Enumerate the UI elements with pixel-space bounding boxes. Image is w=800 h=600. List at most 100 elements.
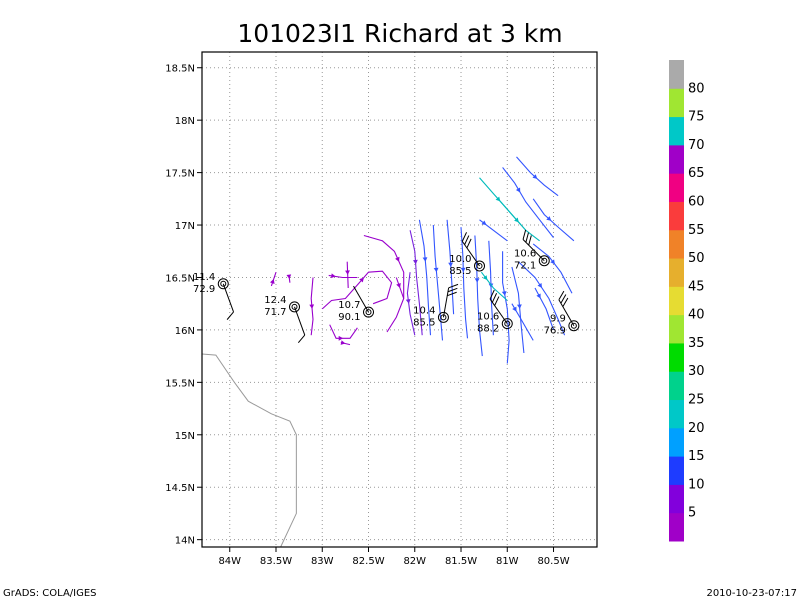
y-tick-label: 18N xyxy=(175,116,195,127)
y-tick-label: 14.5N xyxy=(165,483,195,494)
colorbar-label: 55 xyxy=(688,223,705,238)
streamline xyxy=(532,243,573,294)
streamline-arrowhead xyxy=(550,259,555,265)
streamline-arrowhead xyxy=(345,270,350,275)
streamline xyxy=(321,270,393,310)
streamline-arrowhead xyxy=(460,267,466,273)
y-tick-label: 18.5N xyxy=(165,64,195,75)
colorbar-label: 40 xyxy=(688,308,705,323)
streamline-arrowhead xyxy=(512,306,517,312)
streamline xyxy=(446,219,455,315)
wind-barb xyxy=(297,334,306,344)
colorbar: 5 10 15 20 25 30 35 40 45 50 55 60 65 70 75 80 xyxy=(669,60,705,542)
colorbar-swatch xyxy=(669,258,684,287)
colorbar-swatch xyxy=(669,116,684,146)
streamline xyxy=(406,272,416,336)
x-tick-label: 80.5W xyxy=(537,556,569,567)
coastline-line xyxy=(201,353,297,548)
colorbar-swatch xyxy=(669,314,684,344)
colorbar-swatch xyxy=(669,512,684,542)
colorbar-label: 65 xyxy=(688,166,705,181)
wind-barb-staff xyxy=(489,298,508,324)
streamline-arrowhead xyxy=(517,304,522,309)
wind-barb xyxy=(522,229,527,240)
wind-barb-staff xyxy=(461,241,480,267)
wind-barb-staff xyxy=(442,287,450,318)
chart-title: 101023I1 Richard at 3 km xyxy=(237,19,562,48)
streamline-arrowhead xyxy=(405,299,411,304)
station-marker-inner xyxy=(476,262,483,269)
colorbar-label: 15 xyxy=(688,449,705,464)
colorbar-swatch xyxy=(669,484,684,514)
colorbar-label: 50 xyxy=(688,251,705,266)
colorbar-swatch xyxy=(669,399,684,429)
y-tick-label: 15N xyxy=(175,431,195,442)
streamline-arrowhead xyxy=(514,217,519,223)
station-marker xyxy=(437,311,449,323)
footer-right: 2010-10-23-07:17 xyxy=(706,588,797,599)
streamline xyxy=(418,219,432,336)
streamline xyxy=(474,235,483,357)
x-tick-label: 84W xyxy=(218,556,241,567)
streamline xyxy=(532,198,575,242)
colorbar-swatch xyxy=(669,201,684,231)
streamline-arrowhead xyxy=(448,262,453,267)
streamline-arrowhead xyxy=(359,277,364,283)
wind-barb-staff xyxy=(353,285,369,313)
x-tick-label: 82W xyxy=(403,556,426,567)
streamline xyxy=(310,277,314,336)
station-marker xyxy=(217,278,229,290)
streamline-arrowhead xyxy=(482,275,488,281)
streamline-arrowhead xyxy=(340,340,346,345)
station-marker xyxy=(568,320,580,332)
y-tick-label: 16N xyxy=(175,326,195,337)
streamline xyxy=(409,230,423,336)
station-value-bottom: 88.2 xyxy=(477,324,499,335)
streamline-arrowhead xyxy=(501,291,507,296)
streamline-arrowhead xyxy=(396,283,401,288)
streamline xyxy=(516,156,559,197)
station-value-top: 9.9 xyxy=(550,314,566,325)
colorbar-label: 10 xyxy=(688,477,705,492)
streamline-arrowhead xyxy=(270,279,275,284)
wind-barb xyxy=(447,291,457,297)
streamline xyxy=(432,224,444,341)
colorbar-swatch xyxy=(669,456,684,485)
streamline-arrowhead xyxy=(338,335,344,341)
colorbar-swatch xyxy=(669,229,684,259)
station-value-bottom: 71.7 xyxy=(264,307,286,318)
station-marker xyxy=(474,260,486,272)
station-marker xyxy=(538,255,550,267)
station-marker-inner xyxy=(570,322,577,329)
x-tick-label: 81.5W xyxy=(445,556,477,567)
plot-frame xyxy=(201,51,598,548)
station-marker-inner xyxy=(291,303,298,310)
colorbar-label: 25 xyxy=(688,393,705,408)
colorbar-swatch xyxy=(669,60,684,89)
colorbar-label: 30 xyxy=(688,364,705,379)
x-tick-label: 83W xyxy=(311,556,334,567)
streamline xyxy=(329,324,358,339)
station-marker xyxy=(363,306,375,318)
wind-barb xyxy=(558,290,565,300)
wind-barb xyxy=(461,232,467,242)
colorbar-label: 45 xyxy=(688,279,705,294)
x-tick-label: 81W xyxy=(496,556,519,567)
wind-barb xyxy=(491,293,498,303)
streamline-arrowhead xyxy=(422,257,428,262)
wind-barb xyxy=(466,238,472,249)
streamline-arrowhead xyxy=(309,304,315,309)
streamline-arrowhead xyxy=(481,220,487,225)
x-tick-label: 83.5W xyxy=(260,556,292,567)
y-tick-label: 14N xyxy=(175,536,195,547)
station-value-top: 10.0 xyxy=(449,254,471,265)
colorbar-swatch xyxy=(669,342,684,372)
station-value-top: 10.6 xyxy=(477,312,499,323)
station-value-bottom: 90.1 xyxy=(338,312,360,323)
station-value-bottom: 72.1 xyxy=(514,261,536,272)
wind-barb xyxy=(464,235,470,245)
streamline-arrowhead xyxy=(515,187,521,193)
station-value-top: 10.6 xyxy=(514,249,536,260)
y-tick-label: 16.5N xyxy=(165,273,195,284)
streamline xyxy=(502,167,554,238)
